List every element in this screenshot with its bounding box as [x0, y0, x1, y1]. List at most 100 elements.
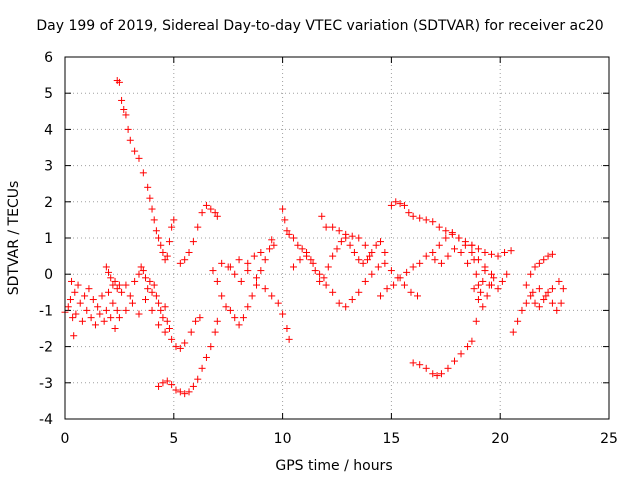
data-point: [159, 248, 167, 256]
data-point: [131, 147, 139, 155]
data-point: [429, 248, 437, 256]
data-point: [322, 281, 330, 289]
data-point: [472, 317, 480, 325]
data-point: [414, 292, 422, 300]
data-point: [298, 245, 306, 253]
data-point: [194, 223, 202, 231]
data-point: [185, 248, 193, 256]
data-point: [148, 288, 156, 296]
data-point: [159, 379, 167, 387]
data-point: [146, 194, 154, 202]
data-point: [66, 296, 74, 304]
plot-frame: [64, 56, 610, 420]
data-point: [514, 317, 522, 325]
data-point: [381, 259, 389, 267]
data-point: [416, 214, 424, 222]
data-point: [135, 154, 143, 162]
data-point: [548, 285, 556, 293]
data-point: [316, 270, 324, 278]
data-point: [266, 245, 274, 253]
data-point: [83, 306, 91, 314]
data-point: [359, 259, 367, 267]
data-point: [181, 339, 189, 347]
data-point: [416, 361, 424, 369]
data-point: [422, 216, 430, 224]
data-point: [487, 250, 495, 258]
data-point: [329, 252, 337, 260]
series-early-cluster: [61, 277, 123, 340]
data-point: [350, 248, 358, 256]
data-point: [557, 299, 565, 307]
data-point: [122, 306, 130, 314]
data-point: [71, 288, 79, 296]
data-point: [544, 252, 552, 260]
data-point: [142, 274, 150, 282]
data-point: [135, 310, 143, 318]
series-rise-6h: [176, 201, 221, 267]
data-point: [261, 285, 269, 293]
data-point: [342, 303, 350, 311]
data-point: [501, 248, 509, 256]
data-point: [155, 234, 163, 242]
data-point: [483, 292, 491, 300]
x-tick-label: 0: [61, 431, 70, 447]
data-point: [268, 236, 276, 244]
data-point: [155, 321, 163, 329]
data-point: [181, 256, 189, 264]
data-point: [535, 285, 543, 293]
data-point: [474, 281, 482, 289]
data-point: [81, 292, 89, 300]
data-points: [61, 77, 567, 398]
data-point: [361, 277, 369, 285]
data-point: [194, 375, 202, 383]
y-tick-label: -2: [39, 340, 53, 356]
data-point: [435, 241, 443, 249]
y-tick-label: 4: [44, 122, 53, 138]
data-point: [172, 386, 180, 394]
data-point: [279, 205, 287, 213]
data-point: [366, 252, 374, 260]
data-point: [522, 299, 530, 307]
data-point: [342, 230, 350, 238]
data-point: [437, 370, 445, 378]
data-point: [311, 267, 319, 275]
series-valley-17h: [409, 337, 476, 380]
data-point: [274, 299, 282, 307]
data-point: [118, 96, 126, 104]
data-point: [268, 292, 276, 300]
data-point: [451, 245, 459, 253]
data-point: [387, 201, 395, 209]
data-point: [218, 292, 226, 300]
data-point: [257, 248, 265, 256]
data-point: [144, 183, 152, 191]
data-point: [118, 288, 126, 296]
data-point: [170, 216, 178, 224]
data-point: [498, 277, 506, 285]
data-point: [85, 285, 93, 293]
data-point: [346, 241, 354, 249]
data-point: [115, 78, 123, 86]
data-point: [107, 314, 115, 322]
data-point: [487, 281, 495, 289]
data-point: [102, 263, 110, 271]
data-point: [400, 201, 408, 209]
data-point: [540, 256, 548, 264]
data-point: [383, 285, 391, 293]
data-point: [464, 259, 472, 267]
x-tick-label: 15: [382, 431, 400, 447]
data-point: [455, 234, 463, 242]
x-axis-label: GPS time / hours: [275, 458, 392, 474]
data-point: [142, 296, 150, 304]
data-point: [372, 241, 380, 249]
data-point: [509, 328, 517, 336]
data-point: [155, 299, 163, 307]
data-point: [122, 111, 130, 119]
data-point: [329, 223, 337, 231]
data-point: [461, 241, 469, 249]
data-point: [176, 259, 184, 267]
data-point: [361, 241, 369, 249]
data-point: [283, 227, 291, 235]
data-point: [172, 343, 180, 351]
data-point: [490, 274, 498, 282]
